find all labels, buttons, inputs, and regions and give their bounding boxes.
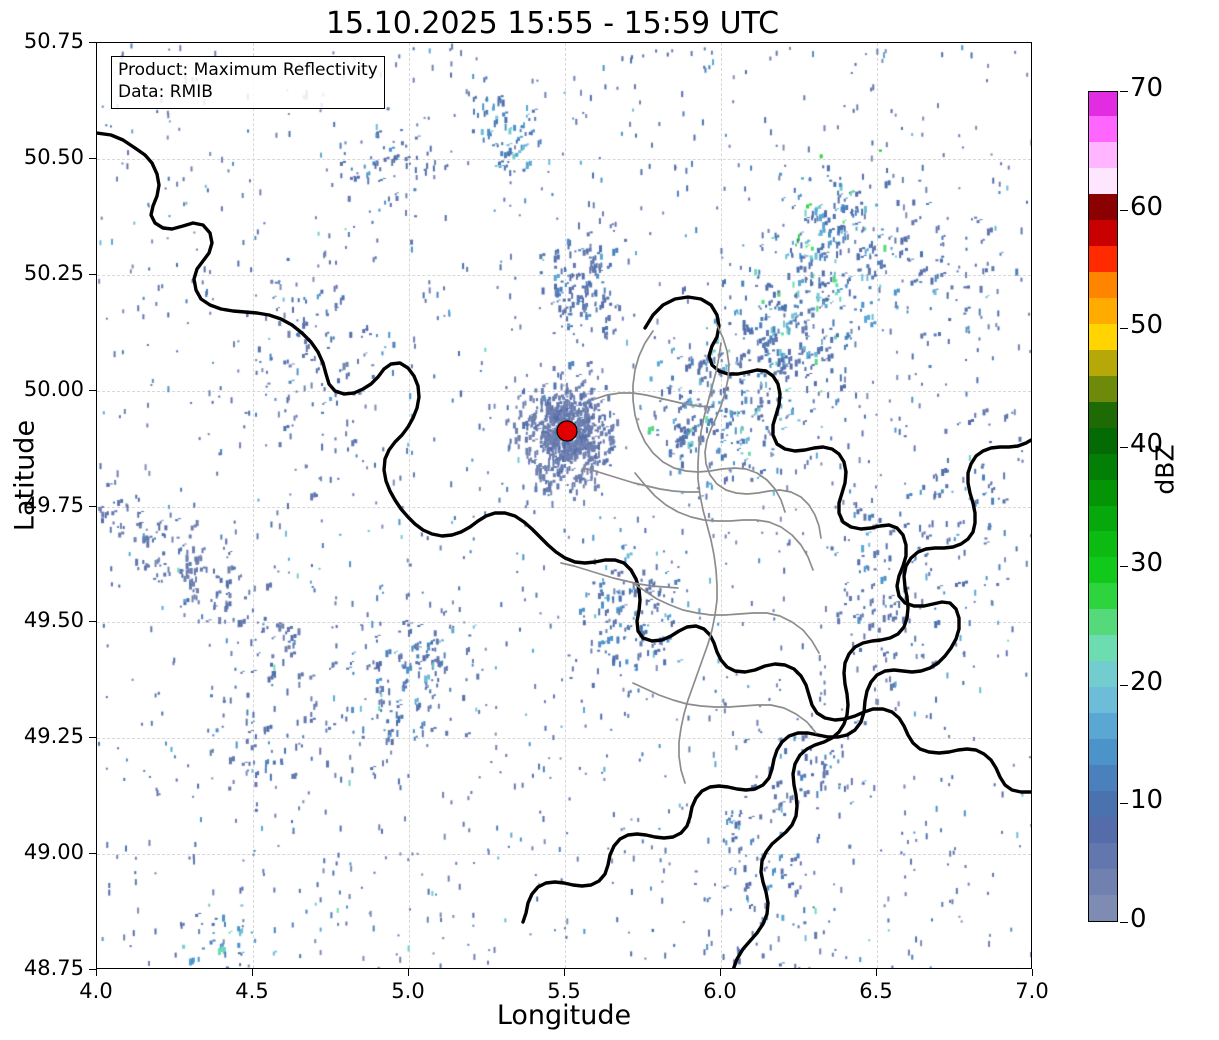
colorbar-band <box>1089 712 1117 740</box>
colorbar-tick-label: 10 <box>1130 785 1164 816</box>
colorbar-band <box>1089 193 1117 220</box>
y-tick-label: 48.75 <box>23 956 84 980</box>
y-tick-mark <box>89 273 96 275</box>
x-axis-title: Longitude <box>496 1000 632 1031</box>
y-tick-mark <box>89 389 96 391</box>
y-tick-mark <box>89 737 96 739</box>
colorbar-band <box>1089 634 1117 662</box>
map-plot-area[interactable]: Product: Maximum Reflectivity Data: RMIB <box>96 42 1032 969</box>
x-tick-label: 5.5 <box>547 979 581 1003</box>
colorbar[interactable] <box>1088 91 1118 922</box>
x-tick-mark <box>408 969 409 976</box>
x-tick-mark <box>876 969 877 976</box>
colorbar-band <box>1089 608 1117 636</box>
colorbar-tick-label: 50 <box>1130 310 1164 341</box>
y-tick-mark <box>89 157 96 159</box>
colorbar-band <box>1089 141 1117 168</box>
x-tick-mark <box>96 969 97 976</box>
y-tick-label: 49.75 <box>23 492 84 517</box>
radar-echo-layer <box>97 43 1031 968</box>
y-tick-label: 49.25 <box>23 724 84 749</box>
y-tick-mark <box>89 505 96 507</box>
colorbar-band <box>1089 478 1117 506</box>
colorbar-band <box>1089 660 1117 688</box>
colorbar-band <box>1089 245 1117 272</box>
colorbar-band <box>1089 842 1117 870</box>
x-tick-mark <box>1032 969 1033 976</box>
colorbar-tick-label: 30 <box>1130 547 1164 578</box>
colorbar-tick-label: 60 <box>1130 191 1164 222</box>
colorbar-tick-mark <box>1120 328 1128 330</box>
y-tick-mark <box>89 969 96 970</box>
colorbar-tick-label: 0 <box>1130 904 1147 934</box>
x-tick-label: 7.0 <box>1015 979 1049 1003</box>
colorbar-tick-label: 70 <box>1130 73 1164 103</box>
y-tick-mark <box>89 621 96 623</box>
page-title: 15.10.2025 15:55 - 15:59 UTC <box>325 6 780 41</box>
national-border-path <box>97 131 1031 794</box>
colorbar-band <box>1089 894 1117 921</box>
infobox-product-line: Product: Maximum Reflectivity <box>118 60 378 80</box>
y-axis-title: Latitude <box>9 419 41 532</box>
colorbar-band <box>1089 219 1117 246</box>
colorbar-band <box>1089 790 1117 818</box>
colorbar-band <box>1089 271 1117 298</box>
y-tick-mark <box>89 42 96 43</box>
colorbar-title: dBZ <box>1150 444 1180 495</box>
colorbar-band <box>1089 452 1117 480</box>
national-border-path-north <box>731 438 1031 968</box>
x-tick-label: 6.0 <box>703 979 737 1003</box>
infobox-data-line: Data: RMIB <box>118 81 213 102</box>
colorbar-band <box>1089 323 1117 350</box>
internal-boundaries-group <box>560 324 822 784</box>
y-tick-mark <box>89 853 96 855</box>
y-tick-label: 49.50 <box>23 608 84 633</box>
colorbar-band <box>1089 556 1117 584</box>
colorbar-band <box>1089 297 1117 324</box>
colorbar-band <box>1089 349 1117 376</box>
colorbar-tick-mark <box>1120 209 1128 211</box>
y-tick-label: 49.00 <box>23 840 84 865</box>
x-tick-label: 6.5 <box>859 979 893 1003</box>
colorbar-tick-mark <box>1120 803 1128 805</box>
colorbar-tick-mark <box>1120 922 1128 923</box>
colorbar-band <box>1089 375 1117 402</box>
colorbar-band <box>1089 868 1117 896</box>
colorbar-band <box>1089 686 1117 714</box>
x-tick-mark <box>564 969 565 976</box>
colorbar-tick-label: 40 <box>1130 429 1164 460</box>
colorbar-band <box>1089 115 1117 142</box>
colorbar-band <box>1089 167 1117 194</box>
colorbar-tick-mark <box>1120 447 1128 449</box>
colorbar-tick-mark <box>1120 684 1128 686</box>
y-tick-label: 50.50 <box>23 144 84 169</box>
y-tick-label: 50.00 <box>23 376 84 401</box>
colorbar-band <box>1089 816 1117 844</box>
colorbar-tick-mark <box>1120 91 1128 92</box>
colorbar-band <box>1089 764 1117 792</box>
colorbar-band <box>1089 582 1117 610</box>
colorbar-band <box>1089 504 1117 532</box>
colorbar-band <box>1089 92 1117 116</box>
colorbar-band <box>1089 738 1117 766</box>
luxembourg-border <box>521 295 961 924</box>
product-info-box: Product: Maximum Reflectivity Data: RMIB <box>111 56 385 109</box>
x-tick-label: 4.5 <box>235 979 269 1003</box>
radar-site-marker[interactable] <box>556 420 578 442</box>
y-tick-label: 50.25 <box>23 260 84 285</box>
x-tick-label: 4.0 <box>79 979 113 1003</box>
colorbar-band <box>1089 427 1117 454</box>
x-tick-mark <box>720 969 721 976</box>
map-overlay <box>97 131 1031 968</box>
colorbar-tick-label: 20 <box>1130 666 1164 697</box>
colorbar-band <box>1089 530 1117 558</box>
x-tick-mark <box>252 969 253 976</box>
y-tick-label: 50.75 <box>23 29 84 53</box>
colorbar-band <box>1089 401 1117 428</box>
colorbar-tick-mark <box>1120 565 1128 567</box>
x-tick-label: 5.0 <box>391 979 425 1003</box>
